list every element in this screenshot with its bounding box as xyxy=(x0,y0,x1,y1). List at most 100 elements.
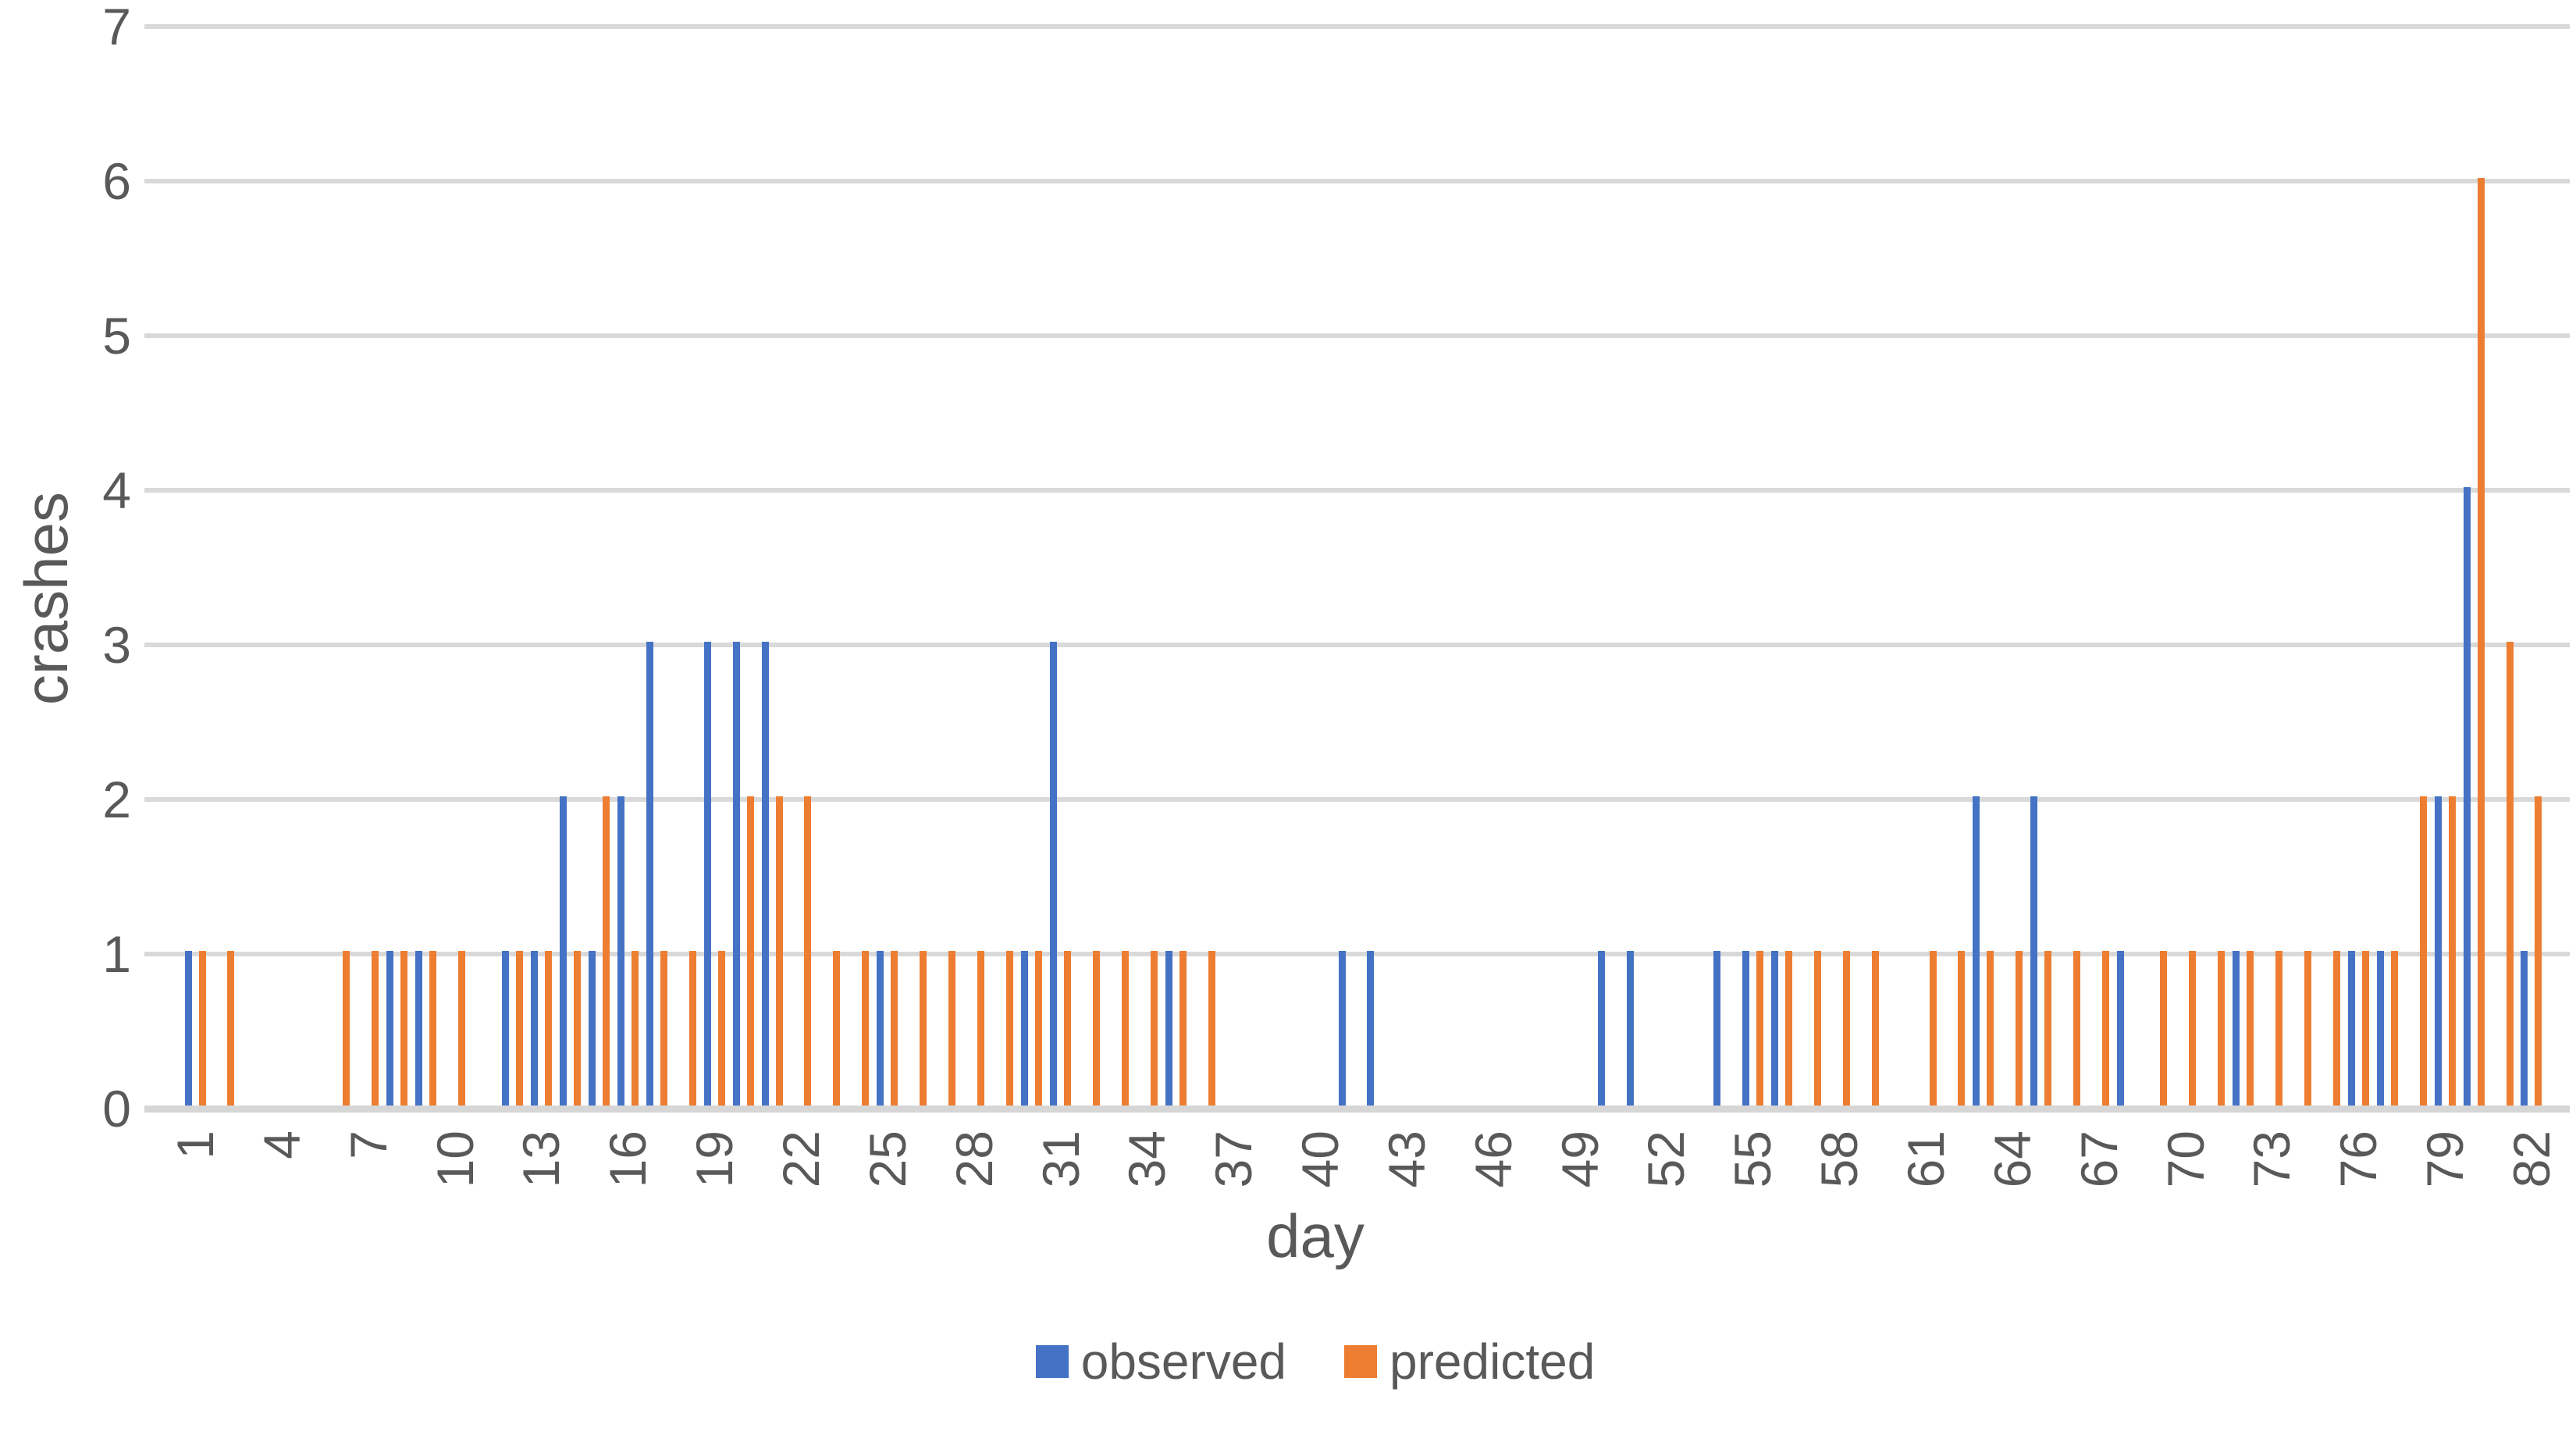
observed-swatch-icon xyxy=(1035,1345,1069,1378)
x-tick-label-52: 52 xyxy=(1637,1130,1695,1188)
y-tick-label-4: 4 xyxy=(102,461,131,519)
bar-predicted-day-35 xyxy=(1179,951,1187,1106)
bar-predicted-day-10 xyxy=(458,951,465,1106)
bar-predicted-day-34 xyxy=(1151,951,1158,1106)
bar-predicted-day-32 xyxy=(1093,951,1100,1106)
bar-observed-day-80 xyxy=(2464,487,2471,1106)
y-tick-label-1: 1 xyxy=(102,925,131,983)
bar-observed-day-16 xyxy=(617,796,624,1106)
legend: observed predicted xyxy=(144,1337,2486,1387)
bar-predicted-day-65 xyxy=(2044,951,2051,1106)
legend-label-observed: observed xyxy=(1080,1333,1286,1390)
y-tick-label-5: 5 xyxy=(102,307,131,365)
bar-predicted-day-56 xyxy=(1785,951,1792,1106)
x-tick-label-19: 19 xyxy=(685,1130,744,1188)
bar-observed-day-50 xyxy=(1598,951,1605,1106)
x-tick-label-34: 34 xyxy=(1118,1130,1176,1188)
bar-observed-day-54 xyxy=(1713,951,1720,1106)
bar-observed-day-56 xyxy=(1771,951,1778,1106)
bar-observed-day-15 xyxy=(589,951,596,1106)
y-tick-label-0: 0 xyxy=(102,1080,131,1138)
bar-observed-day-20 xyxy=(733,642,740,1106)
bar-predicted-day-73 xyxy=(2275,951,2282,1106)
bar-observed-day-55 xyxy=(1742,951,1749,1106)
bar-predicted-day-18 xyxy=(689,951,696,1106)
bar-observed-day-21 xyxy=(762,642,769,1106)
x-axis-line xyxy=(144,1106,2570,1113)
bar-observed-day-77 xyxy=(2377,951,2384,1106)
bar-predicted-day-28 xyxy=(977,951,984,1106)
x-tick-label-70: 70 xyxy=(2156,1130,2215,1188)
x-tick-label-31: 31 xyxy=(1031,1130,1090,1188)
bar-observed-day-51 xyxy=(1627,951,1634,1106)
gridline-7 xyxy=(144,24,2570,29)
bar-observed-day-19 xyxy=(704,642,711,1106)
bar-observed-day-13 xyxy=(531,951,538,1106)
bar-predicted-day-2 xyxy=(227,951,234,1106)
bar-predicted-day-22 xyxy=(804,796,811,1106)
bar-predicted-day-62 xyxy=(1958,951,1965,1106)
x-tick-label-67: 67 xyxy=(2069,1130,2128,1188)
x-tick-label-79: 79 xyxy=(2416,1130,2475,1188)
x-tick-label-4: 4 xyxy=(252,1130,311,1159)
bar-observed-day-41 xyxy=(1339,951,1346,1106)
bar-observed-day-25 xyxy=(877,951,884,1106)
bar-predicted-day-72 xyxy=(2247,951,2254,1106)
bar-predicted-day-9 xyxy=(429,951,436,1106)
bar-predicted-day-20 xyxy=(747,796,754,1106)
bar-predicted-day-14 xyxy=(574,951,581,1106)
gridline-3 xyxy=(144,643,2570,647)
bar-predicted-day-27 xyxy=(948,951,955,1106)
bar-observed-day-31 xyxy=(1050,642,1057,1106)
bar-predicted-day-33 xyxy=(1122,951,1129,1106)
bar-predicted-day-7 xyxy=(372,951,379,1106)
x-tick-label-28: 28 xyxy=(945,1130,1003,1188)
gridline-2 xyxy=(144,797,2570,802)
bar-observed-day-30 xyxy=(1021,951,1028,1106)
x-tick-label-7: 7 xyxy=(339,1130,397,1159)
bar-predicted-day-16 xyxy=(632,951,639,1106)
bar-predicted-day-30 xyxy=(1035,951,1042,1106)
bar-predicted-day-79 xyxy=(2449,796,2456,1106)
x-tick-label-55: 55 xyxy=(1724,1130,1782,1188)
bar-observed-day-76 xyxy=(2348,951,2355,1106)
bar-predicted-day-31 xyxy=(1064,951,1071,1106)
bar-observed-day-72 xyxy=(2233,951,2240,1106)
bar-predicted-day-29 xyxy=(1006,951,1013,1106)
bar-predicted-day-77 xyxy=(2391,951,2398,1106)
y-tick-label-7: 7 xyxy=(102,0,131,55)
bar-predicted-day-69 xyxy=(2160,951,2167,1106)
bar-observed-day-68 xyxy=(2117,951,2124,1106)
bar-observed-day-35 xyxy=(1165,951,1172,1106)
bar-predicted-day-8 xyxy=(400,951,407,1106)
bar-predicted-day-61 xyxy=(1930,951,1937,1106)
bar-predicted-day-13 xyxy=(545,951,552,1106)
x-tick-label-76: 76 xyxy=(2329,1130,2388,1188)
bar-predicted-day-71 xyxy=(2218,951,2225,1106)
x-tick-label-82: 82 xyxy=(2502,1130,2560,1188)
bar-predicted-day-36 xyxy=(1208,951,1215,1106)
x-tick-label-13: 13 xyxy=(512,1130,571,1188)
bar-predicted-day-1 xyxy=(199,951,206,1106)
x-tick-label-37: 37 xyxy=(1204,1130,1263,1188)
bar-observed-day-17 xyxy=(646,642,653,1106)
bar-predicted-day-82 xyxy=(2535,796,2542,1106)
x-tick-label-58: 58 xyxy=(1810,1130,1869,1188)
bar-predicted-day-24 xyxy=(862,951,869,1106)
legend-item-predicted: predicted xyxy=(1344,1337,1595,1387)
bar-predicted-day-67 xyxy=(2102,951,2109,1106)
bar-observed-day-12 xyxy=(502,951,509,1106)
bar-observed-day-65 xyxy=(2030,796,2037,1106)
x-tick-label-46: 46 xyxy=(1464,1130,1522,1188)
bar-observed-day-63 xyxy=(1973,796,1980,1106)
bar-predicted-day-19 xyxy=(718,951,725,1106)
x-tick-label-16: 16 xyxy=(599,1130,657,1188)
bar-observed-day-14 xyxy=(560,796,567,1106)
x-tick-label-40: 40 xyxy=(1291,1130,1350,1188)
gridline-1 xyxy=(144,952,2570,956)
y-tick-label-3: 3 xyxy=(102,616,131,674)
bar-observed-day-9 xyxy=(415,951,422,1106)
gridline-4 xyxy=(144,488,2570,493)
bar-predicted-day-66 xyxy=(2073,951,2080,1106)
